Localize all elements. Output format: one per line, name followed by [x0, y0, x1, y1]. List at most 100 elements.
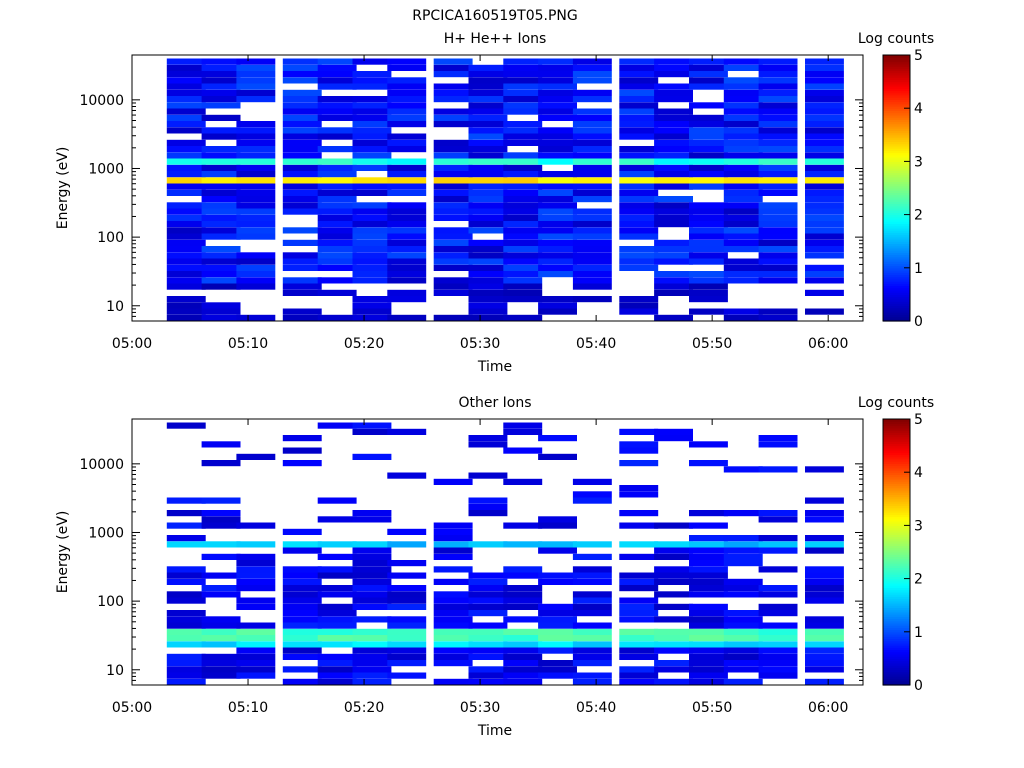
colorbar-segment	[883, 105, 910, 109]
heatmap-cell	[468, 202, 508, 209]
heatmap-cell	[468, 635, 508, 642]
colorbar-segment	[883, 150, 910, 154]
heatmap-cell	[236, 641, 276, 648]
heatmap-cell	[805, 628, 844, 635]
heatmap-cell	[619, 578, 659, 585]
colorbar-tick-label: 3	[914, 154, 923, 170]
colorbar-segment	[883, 658, 910, 662]
colorbar-segment	[883, 505, 910, 509]
heatmap-cell	[352, 453, 392, 460]
heatmap-cell	[201, 283, 241, 290]
colorbar-segment	[883, 625, 910, 628]
colorbar-segment	[883, 97, 910, 100]
heatmap-cell	[805, 133, 844, 140]
heatmap-cell	[805, 221, 844, 228]
heatmap-cell	[503, 152, 543, 159]
heatmap-cell	[166, 239, 206, 246]
heatmap-cell	[723, 535, 763, 542]
heatmap-cell	[201, 441, 241, 448]
heatmap-cell	[572, 146, 612, 153]
heatmap-cell	[805, 146, 844, 153]
heatmap-cell	[572, 647, 612, 654]
heatmap-cell	[619, 246, 659, 253]
heatmap-cell	[468, 628, 508, 635]
heatmap-cell	[538, 616, 577, 623]
heatmap-cell	[166, 189, 206, 196]
heatmap-cell	[654, 635, 693, 642]
heatmap-cell	[503, 428, 543, 435]
heatmap-cell	[723, 616, 763, 623]
heatmap-cell	[317, 541, 357, 548]
colorbar-segment	[883, 558, 910, 562]
heatmap-cell	[805, 108, 844, 115]
heatmap-cell	[572, 672, 612, 679]
heatmap-cell	[236, 258, 276, 265]
heatmap-cell	[758, 271, 798, 278]
heatmap-cell	[654, 146, 693, 153]
heatmap-cell	[352, 578, 392, 585]
heatmap-cell	[758, 183, 798, 190]
heatmap-cell	[572, 189, 612, 196]
heatmap-cell	[689, 77, 728, 84]
heatmap-cell	[236, 541, 276, 548]
heatmap-cell	[619, 522, 659, 529]
colorbar-segment	[883, 114, 910, 118]
heatmap-cell	[282, 610, 322, 617]
heatmap-cell	[503, 221, 543, 228]
heatmap-cell	[619, 183, 659, 190]
heatmap-cell	[758, 164, 798, 171]
heatmap-cell	[317, 96, 357, 103]
heatmap-cell	[166, 591, 206, 598]
colorbar-segment	[883, 139, 910, 143]
heatmap-cell	[503, 635, 543, 642]
heatmap-cell	[387, 246, 427, 253]
heatmap-cell	[503, 422, 543, 429]
heatmap-cell	[723, 635, 763, 642]
heatmap-cell	[166, 510, 206, 517]
colorbar-segment	[883, 463, 910, 467]
heatmap-cell	[572, 566, 612, 573]
colorbar-segment	[883, 461, 910, 464]
colorbar-segment	[883, 598, 910, 602]
heatmap-cell	[503, 121, 543, 128]
heatmap-cell	[619, 597, 659, 604]
heatmap-cell	[236, 189, 276, 196]
colorbar-segment	[883, 456, 910, 460]
colorbar-frame	[882, 54, 911, 322]
heatmap-cell	[468, 264, 508, 271]
heatmap-cell	[689, 83, 728, 90]
colorbar-segment	[883, 560, 910, 564]
heatmap-cell	[317, 628, 357, 635]
heatmap-cell	[654, 127, 693, 134]
heatmap-cell	[433, 89, 473, 96]
heatmap-cell	[468, 277, 508, 284]
colorbar-segment	[883, 203, 910, 207]
heatmap-cell	[433, 196, 473, 203]
heatmap-cell	[758, 277, 798, 284]
heatmap-cell	[503, 296, 543, 303]
colorbar-segment	[883, 134, 910, 138]
heatmap-cell	[805, 127, 844, 134]
colorbar-segment	[883, 285, 910, 289]
heatmap-cell	[282, 77, 322, 84]
heatmap-cell	[689, 603, 728, 610]
heatmap-cell	[572, 610, 612, 617]
heatmap-cell	[166, 183, 206, 190]
colorbar-segment	[883, 210, 910, 213]
colorbar-segment	[883, 128, 910, 131]
heatmap-cell	[503, 597, 543, 604]
heatmap-cell	[619, 102, 659, 109]
heatmap-cell	[619, 264, 659, 271]
colorbar-tick-label: 0	[914, 678, 923, 694]
heatmap-cell	[758, 152, 798, 159]
heatmap-cell	[317, 641, 357, 648]
heatmap-cell	[758, 77, 798, 84]
heatmap-cell	[236, 647, 276, 654]
heatmap-cell	[619, 171, 659, 178]
x-axis-label: Time	[477, 723, 512, 739]
heatmap-cell	[654, 208, 693, 215]
heatmap-cell	[572, 296, 612, 303]
heatmap-cell	[468, 308, 508, 315]
heatmap-cell	[538, 202, 577, 209]
colorbar-tick-label: 3	[914, 518, 923, 534]
